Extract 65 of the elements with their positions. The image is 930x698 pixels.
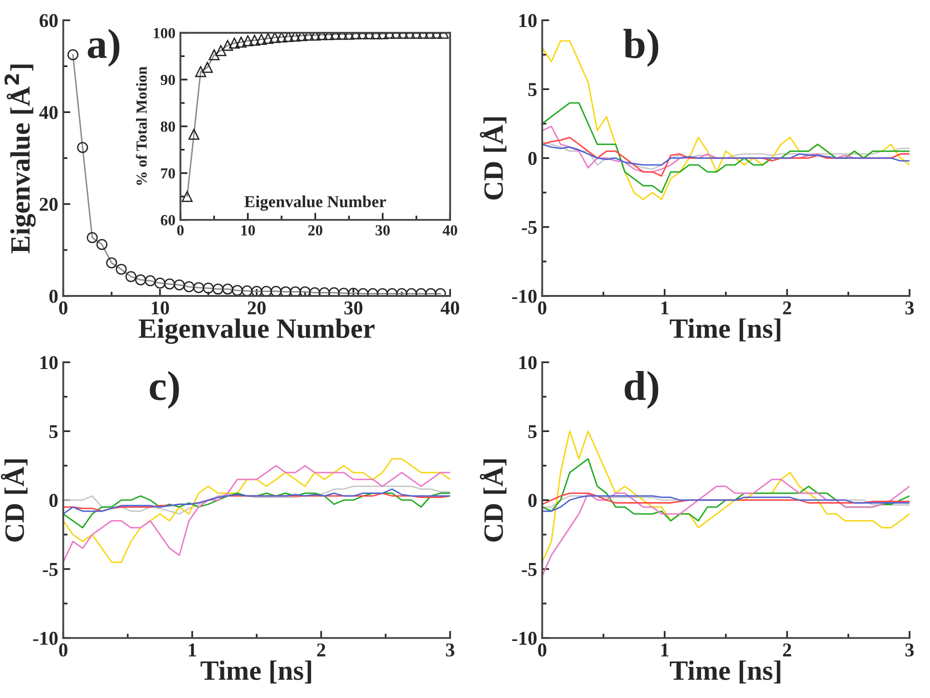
y-tick-label: 0 — [528, 152, 537, 166]
line-series — [542, 495, 910, 512]
y-tick-label: 10 — [40, 356, 58, 370]
line-series — [63, 492, 450, 528]
x-tick-label: 1 — [661, 301, 668, 314]
chart-title: c) — [150, 370, 179, 409]
x-tick-label: 3 — [905, 643, 914, 657]
x-tick-label: 10 — [241, 225, 255, 236]
y-tick-label: 0 — [49, 494, 58, 508]
x-tick-label: 3 — [446, 643, 454, 657]
y-axis-title: CD [Å] — [480, 459, 506, 542]
line-series — [542, 102, 910, 194]
y-tick-label: 5 — [49, 425, 58, 438]
y-axis-title: % of Total Motion — [136, 66, 147, 185]
y-tick-label: 0 — [49, 290, 58, 303]
y-tick-label: 70 — [161, 168, 175, 179]
y-tick-label: 40 — [39, 106, 58, 120]
x-tick-label: 40 — [440, 301, 460, 314]
x-tick-label: 20 — [248, 301, 266, 314]
y-tick-label: -10 — [512, 632, 537, 645]
y-tick-label: 90 — [160, 74, 175, 86]
chart-title: a) — [88, 28, 120, 67]
y-tick-label: 5 — [528, 83, 537, 96]
y-tick-label: 10 — [519, 356, 537, 370]
x-tick-label: 0 — [59, 643, 68, 657]
y-tick-label: -5 — [522, 221, 537, 234]
x-axis-title: Time [ns] — [200, 660, 312, 684]
y-tick-label: 60 — [40, 14, 58, 28]
x-tick-label: 0 — [538, 643, 546, 657]
x-tick-label: 3 — [905, 301, 914, 314]
y-tick-label: -10 — [33, 632, 58, 645]
y-tick-label: 100 — [154, 28, 175, 38]
x-tick-label: 0 — [59, 301, 68, 314]
x-tick-label: 0 — [538, 301, 546, 314]
x-tick-label: 2 — [783, 643, 792, 656]
line-series — [542, 478, 910, 577]
y-axis-title: CD [Å] — [0, 459, 28, 542]
x-axis-title: Time [ns] — [670, 660, 780, 684]
x-axis-title: Eigenvalue Number — [138, 318, 375, 344]
y-tick-label: 0 — [528, 494, 537, 508]
x-axis-title: Eigenvalue Number — [244, 196, 386, 211]
x-tick-label: 2 — [317, 643, 326, 656]
y-tick-label: 5 — [528, 425, 537, 438]
chart-title: b) — [624, 28, 658, 67]
x-tick-label: 40 — [442, 225, 458, 236]
y-tick-label: 60 — [160, 215, 175, 226]
x-axis-title: Time [ns] — [670, 318, 780, 342]
x-tick-label: 20 — [308, 225, 322, 236]
y-axis-title: CD [Å] — [480, 117, 506, 200]
x-tick-label: 0 — [177, 225, 184, 236]
y-tick-label: 10 — [519, 14, 537, 28]
x-tick-label: 1 — [661, 643, 668, 656]
y-tick-label: -10 — [512, 290, 537, 303]
chart-title: d) — [624, 370, 658, 409]
y-tick-label: 20 — [40, 198, 58, 211]
y-tick-label: 80 — [160, 121, 175, 132]
x-tick-label: 2 — [783, 301, 792, 314]
x-tick-label: 30 — [344, 301, 362, 314]
line-series — [542, 430, 910, 563]
x-tick-label: 1 — [188, 643, 196, 656]
line-series — [542, 144, 910, 166]
y-axis-title: Eigenvalue [Å$^{2}$] — [4, 64, 36, 254]
y-tick-label: -5 — [42, 563, 58, 576]
y-tick-label: -5 — [522, 563, 537, 576]
x-tick-label: 30 — [376, 225, 390, 236]
